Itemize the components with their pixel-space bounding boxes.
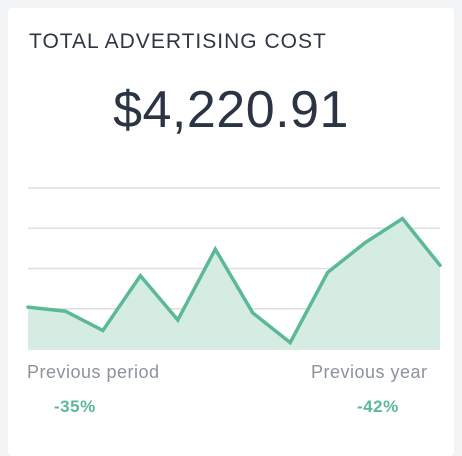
sparkline-line xyxy=(26,216,442,346)
previous-year-change: -42% xyxy=(357,397,399,416)
previous-period-change: -35% xyxy=(54,397,96,416)
previous-period-label: Previous period xyxy=(27,362,160,382)
previous-year-label: Previous year xyxy=(311,362,428,382)
total-cost-value: $4,220.91 xyxy=(113,81,349,139)
widget-title: TOTAL ADVERTISING COST xyxy=(29,30,327,53)
